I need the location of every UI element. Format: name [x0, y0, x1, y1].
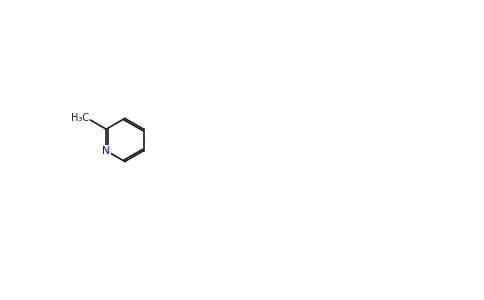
Text: N: N — [102, 146, 110, 156]
Text: H₃C: H₃C — [71, 113, 89, 124]
